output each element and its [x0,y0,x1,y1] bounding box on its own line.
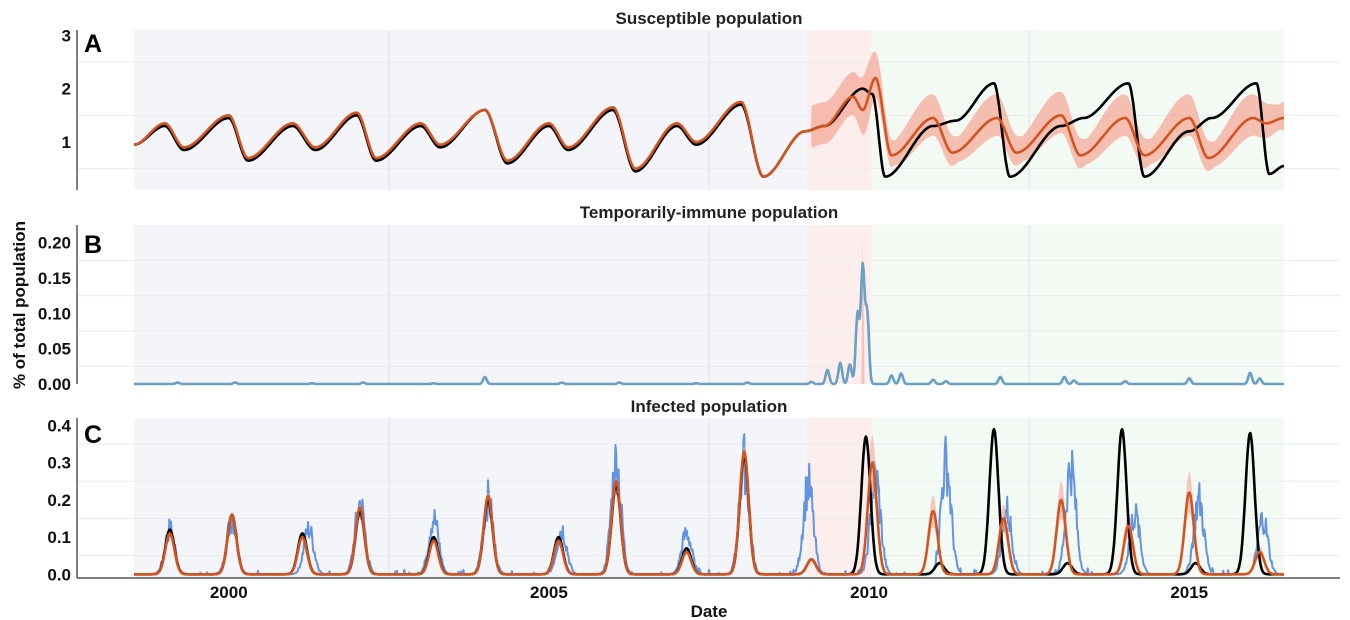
y-tick-label: 0.15 [38,269,71,288]
x-tick-label: 2015 [1170,583,1208,602]
shaded-region-training [134,225,807,384]
series-line-model-fit [133,82,1285,178]
panel-a-title: Susceptible population [615,9,802,28]
y-tick-label: 2 [62,80,71,99]
y-tick-label: 0.1 [47,528,71,547]
y-tick-label: 0.2 [47,491,71,510]
ensemble-band-immune [861,232,865,384]
shaded-region-training [134,30,807,190]
y-tick-label: 1 [62,133,71,152]
y-tick-label: 0.00 [38,375,71,394]
y-tick-label: 0.0 [47,565,71,584]
panel-c-title: Infected population [631,397,788,416]
panel-b-label: B [84,231,102,259]
y-tick-label: 0.4 [47,416,71,435]
x-tick-label: 2005 [530,583,568,602]
panel-c-label: C [84,421,102,449]
shaded-region-training [134,418,807,578]
series-line-ensemble-mean [133,76,1285,178]
y-tick-label: 0.20 [38,234,71,253]
y-tick-label: 0.05 [38,340,71,359]
series-line-ensemble-mean [133,450,1285,576]
x-tick-label: 2010 [850,583,888,602]
y-tick-label: 0.10 [38,304,71,323]
x-tick-label: 2000 [210,583,248,602]
x-axis-label: Date [691,602,728,620]
y-axis-label: % of total population [10,221,29,389]
panel-a-label: A [84,30,102,58]
series-line-temporarily-immune [133,261,1285,386]
ensemble-band-susceptible [134,51,1284,177]
shaded-region-forecast [870,225,1284,384]
panel-b-title: Temporarily-immune population [580,203,838,222]
y-tick-label: 0.3 [47,454,71,473]
y-tick-label: 3 [62,26,71,45]
